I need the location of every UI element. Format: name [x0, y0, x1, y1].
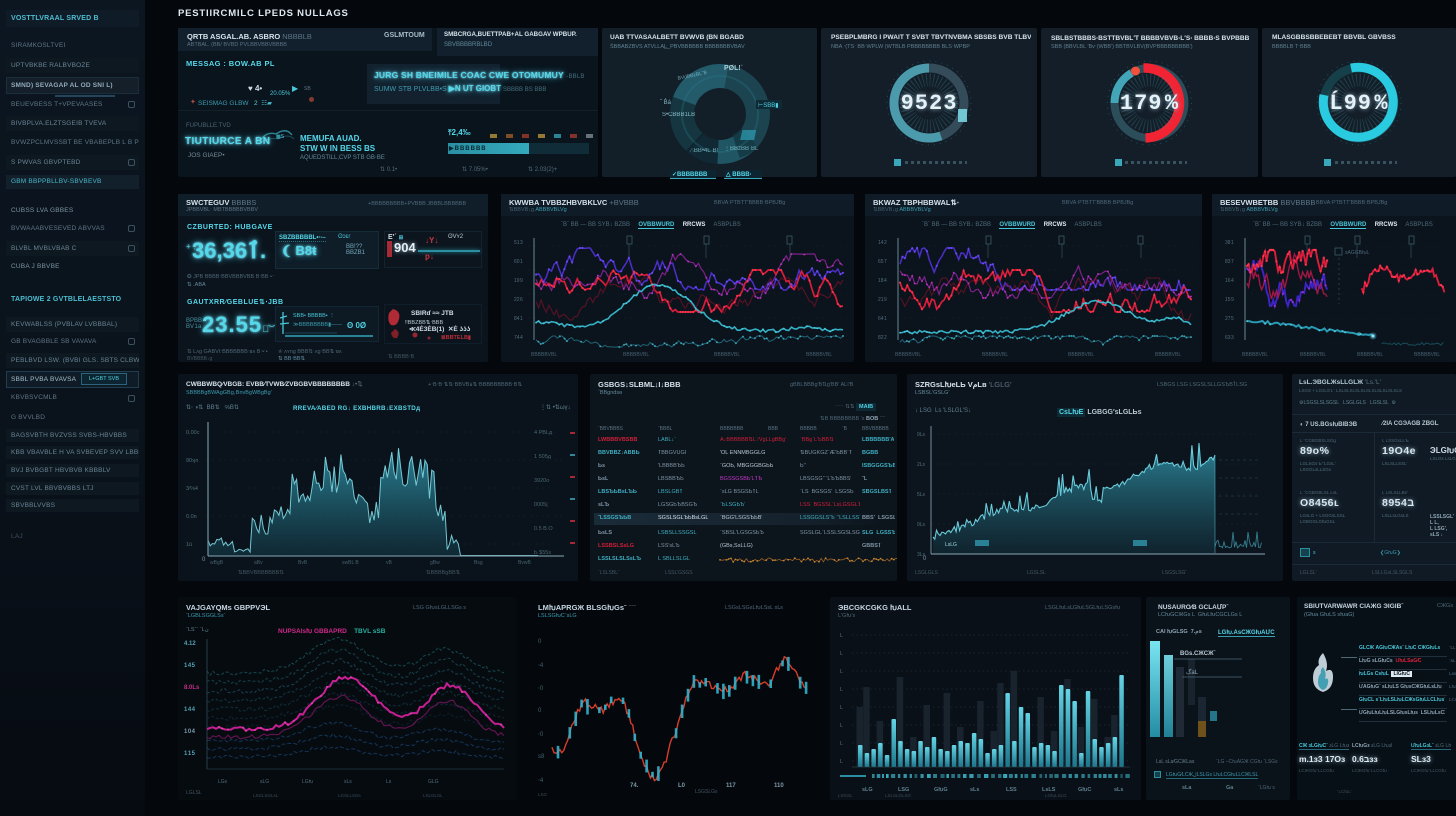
svg-text:2Ls: 2Ls [917, 462, 926, 468]
svg-text:⊢SBB▮: ⊢SBB▮ [758, 102, 779, 109]
svg-text:≫BBBBBBBB▮——: ≫BBBBBBBB▮—— [293, 322, 343, 328]
svg-text:0ן005: 0ן005 [534, 502, 548, 508]
svg-text:60 1: 60 1 [514, 259, 523, 265]
svg-text:sAGGBԽL: sAGGBԽL [1345, 250, 1370, 256]
svg-text:27 5: 27 5 [1225, 316, 1234, 322]
svg-text:90ʞ n: 90ʞ n [186, 458, 198, 464]
svg-text:0: 0 [202, 557, 206, 563]
svg-text:51 3: 51 3 [514, 240, 523, 246]
svg-text:15 9: 15 9 [1225, 297, 1234, 303]
svg-text:9Ls: 9Ls [917, 522, 926, 528]
svg-text:L: L [840, 687, 843, 693]
svg-text:74 4: 74 4 [514, 335, 523, 341]
svg-text:ˉS•CBBB1LBˇ: ˉS•CBBB1LBˇ [660, 112, 697, 118]
svg-text:0: 0 [923, 556, 927, 562]
svg-text:گaL: گaL [1186, 668, 1199, 676]
svg-text:4 PBLд: 4 PBLд [534, 430, 553, 436]
svg-text:21 9: 21 9 [878, 297, 887, 303]
svg-text:3920o: 3920o [534, 478, 549, 484]
svg-text:38 1: 38 1 [1225, 240, 1234, 246]
svg-text:L: L [840, 633, 843, 639]
svg-text:65 7: 65 7 [878, 259, 887, 265]
svg-text:PØL!ˈ: PØL!ˈ [724, 64, 743, 72]
svg-text:84 1: 84 1 [514, 316, 523, 322]
svg-text:L: L [840, 705, 843, 711]
svg-text:5Ls: 5Ls [917, 492, 926, 498]
svg-text:1ū: 1ū [186, 542, 192, 548]
svg-text:9Ls: 9Ls [917, 432, 926, 438]
svg-text:64 1: 64 1 [878, 316, 887, 322]
svg-text:L: L [840, 759, 843, 765]
svg-text:18 4: 18 4 [878, 278, 887, 284]
svg-text:83 7: 83 7 [1225, 259, 1234, 265]
svg-text:▩S: ▩S [276, 134, 285, 140]
svg-text:3Ls: 3Ls [917, 552, 926, 558]
svg-text:3⁄℅4: 3⁄℅4 [186, 486, 198, 492]
svg-text:82 2: 82 2 [878, 335, 887, 341]
svg-text:Ь $55s: Ь $55s [534, 550, 551, 556]
svg-text:∴BB•4LˇB!: ∴BB•4LˇB! [690, 148, 719, 154]
svg-text:14 2: 14 2 [878, 240, 887, 246]
svg-text:BGs.CЖCЖˉ: BGs.CЖCЖˉ [1180, 651, 1216, 657]
svg-text:SBB• BBBBB• ⋮: SBB• BBBBB• ⋮ [293, 313, 335, 319]
svg-text:1 505д: 1 505д [534, 454, 552, 460]
svg-text:≣BBTELB▮: ≣BBTELB▮ [441, 331, 471, 341]
svg-text:ʘ 0Ø: ʘ 0Ø [347, 321, 366, 330]
svg-text:0.5 B.O: 0.5 B.O [534, 526, 553, 532]
svg-text:ˇ B̓á: ˇ B̓á [660, 98, 672, 106]
svg-text:63 3: 63 3 [1225, 335, 1234, 341]
svg-text:22 6: 22 6 [514, 297, 523, 303]
svg-text:⋮BBzBBˇBL: ⋮BBzBBˇBL [724, 146, 759, 152]
svg-text:L: L [840, 723, 843, 729]
svg-text:0.0n: 0.0n [186, 514, 197, 520]
svg-text:0.00c: 0.00c [186, 430, 200, 436]
svg-text:L: L [840, 741, 843, 747]
svg-text:L: L [840, 651, 843, 657]
svg-text:‼BBZBB⇅⋅BBB: ‼BBZBB⇅⋅BBB [405, 320, 443, 326]
svg-text:≪4Ė3ĖB(1) ✕Ė ʖʖʖ: ≪4Ė3ĖB(1) ✕Ė ʖʖʖ [409, 325, 471, 333]
svg-text:19 9: 19 9 [514, 278, 523, 284]
svg-text:SBIRɗ ≈≈ JTB: SBIRɗ ≈≈ JTB [411, 310, 454, 317]
svg-text:16 4: 16 4 [1225, 278, 1234, 284]
svg-text:LsLG: LsLG [945, 542, 957, 548]
svg-text:L: L [840, 669, 843, 675]
